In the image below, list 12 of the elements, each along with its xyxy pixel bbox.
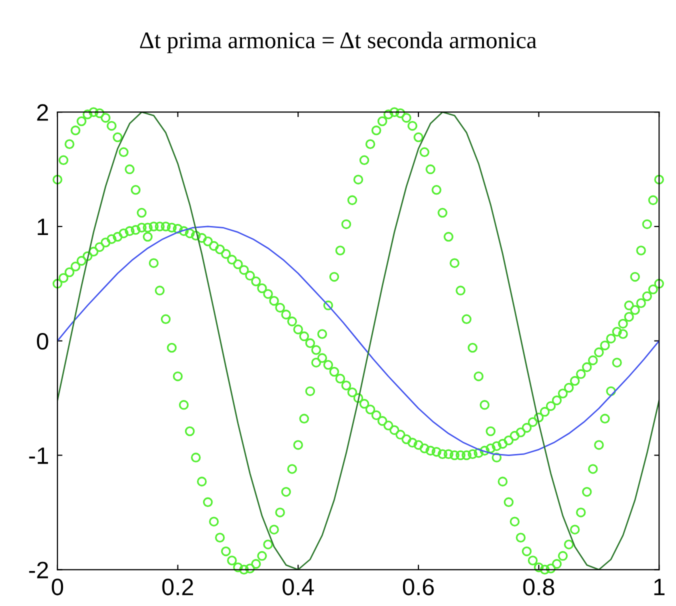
x-tick-label: 1 [654,578,665,596]
x-tick-label: 0.8 [523,578,554,596]
y-tick-label: -1 [29,448,48,464]
x-tick-label: 0.6 [402,578,434,596]
y-tick-label: 1 [38,218,48,236]
chart-title: Δt prima armonica = Δt seconda armonica [140,32,537,54]
y-tick-label: -2 [29,562,48,578]
x-tick-label: 0.2 [162,578,194,596]
x-tick-label: 0.4 [282,578,314,596]
y-tick-label: 0 [36,332,48,350]
y-tick-label: 2 [37,104,48,121]
x-tick-label: 0 [52,578,64,596]
